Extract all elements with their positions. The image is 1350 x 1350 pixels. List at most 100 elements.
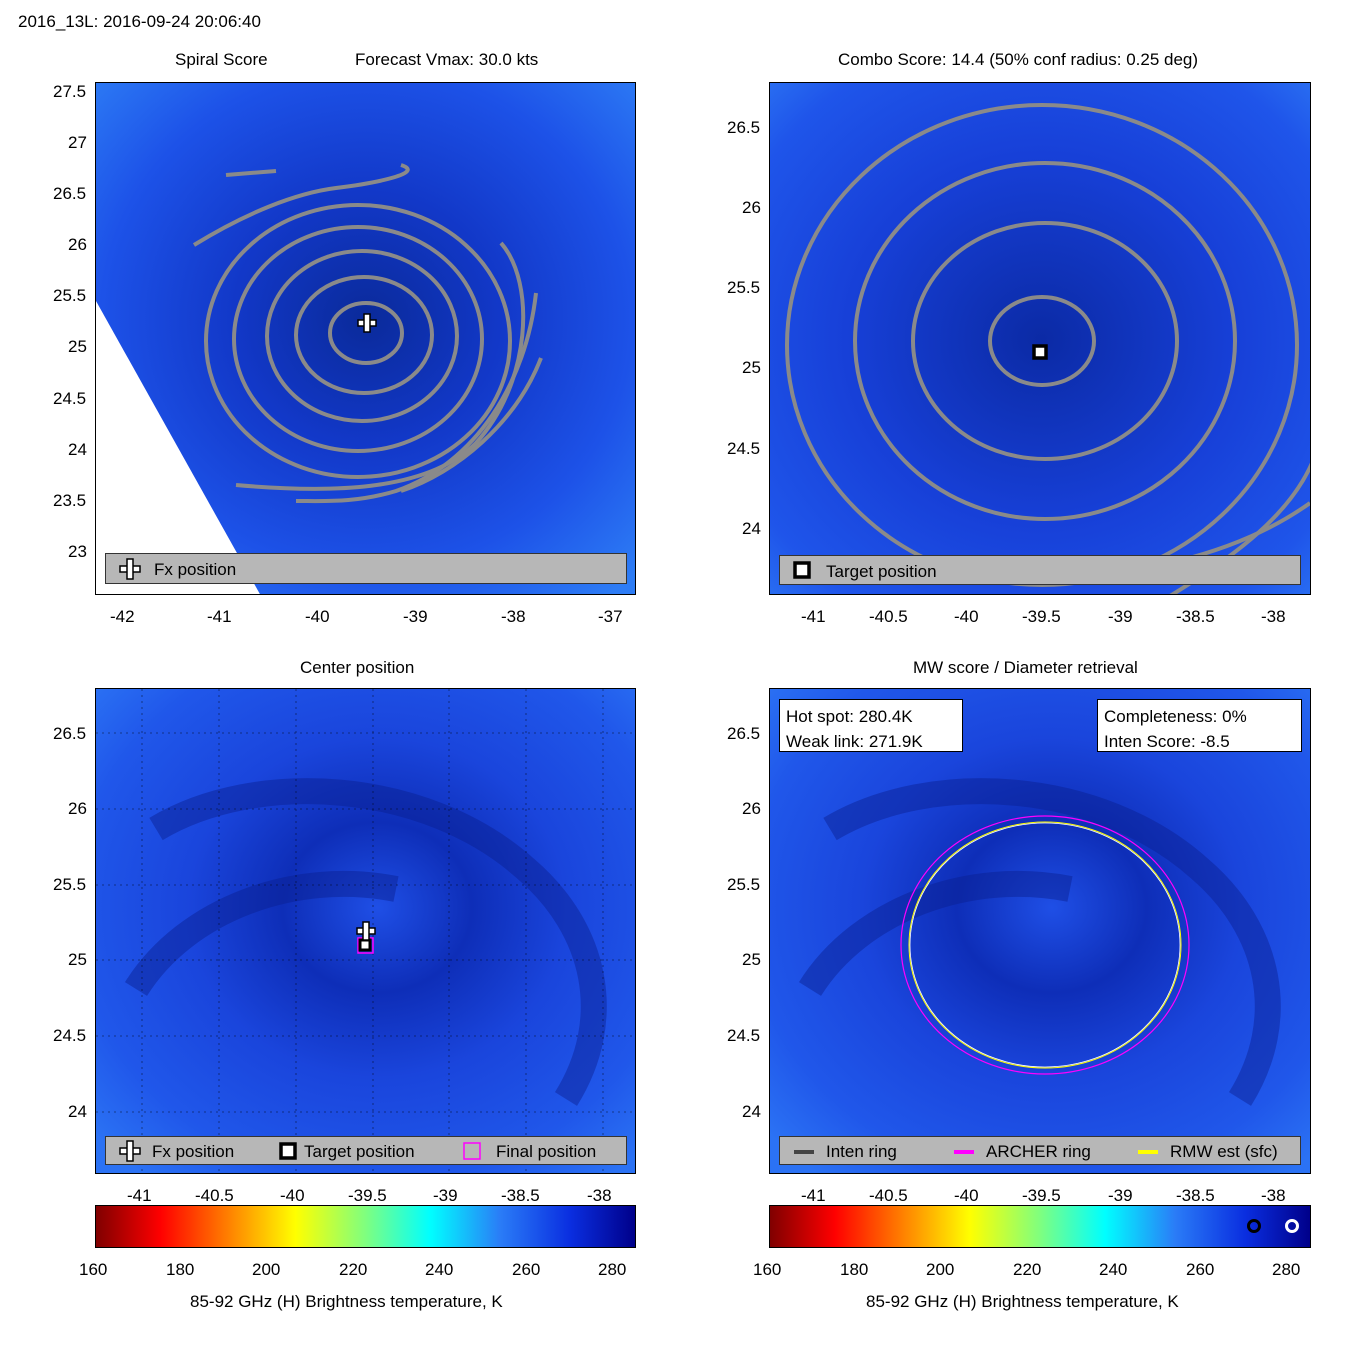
spiral-plot: Fx position [95, 82, 636, 595]
xtick: -38.5 [501, 1186, 540, 1205]
ytick: 24 [68, 1102, 87, 1121]
mw-legend: Inten ring ARCHER ring RMW est (sfc) [779, 1136, 1301, 1165]
xtick: -39.5 [348, 1186, 387, 1205]
ytick: 24.5 [727, 1026, 761, 1045]
hot-spot-text: Hot spot: 280.4K [786, 707, 913, 726]
cbar-tick: 240 [1099, 1260, 1128, 1279]
ytick: 24 [68, 440, 87, 459]
center-grid [96, 689, 635, 1173]
ytick: 26.5 [727, 118, 761, 137]
ytick: 26 [742, 799, 761, 818]
weak-link-text: Weak link: 271.9K [786, 732, 923, 751]
xtick: -41 [127, 1186, 152, 1205]
xtick: -40 [280, 1186, 305, 1205]
legend-fx-label: Fx position [154, 560, 237, 579]
xtick: -40.5 [195, 1186, 234, 1205]
cbar-tick: 200 [252, 1260, 281, 1279]
xtick: -39 [1108, 607, 1133, 626]
spiral-title-left: Spiral Score [175, 50, 268, 69]
xtick: -39 [1108, 1186, 1133, 1205]
legend-rmw-label: RMW est (sfc) [1170, 1142, 1278, 1161]
legend-fx-label: Fx position [152, 1142, 235, 1161]
center-title: Center position [300, 658, 415, 677]
ytick: 26 [68, 235, 87, 254]
cbar-tick: 260 [512, 1260, 541, 1279]
fx-legend-icon [119, 1140, 141, 1162]
colorbar-left [95, 1205, 636, 1248]
ytick: 24.5 [53, 389, 87, 408]
mw-info-right: Completeness: 0% Inten Score: -8.5 [1097, 699, 1302, 752]
target-position-marker [358, 938, 372, 952]
legend-target-label: Target position [826, 562, 937, 581]
ytick: 23 [68, 542, 87, 561]
cbar-tick: 180 [840, 1260, 869, 1279]
cbar-tick: 280 [1272, 1260, 1301, 1279]
xtick: -41 [801, 607, 826, 626]
legend-inten-label: Inten ring [826, 1142, 897, 1161]
fx-position-marker [356, 921, 376, 941]
xtick: -39.5 [1022, 607, 1061, 626]
archer-ring-legend-icon [954, 1150, 974, 1154]
inten-ring-legend-icon [794, 1150, 814, 1154]
cbar-tick: 220 [339, 1260, 368, 1279]
archer-ring [900, 815, 1190, 1075]
figure-title: 2016_13L: 2016-09-24 20:06:40 [18, 12, 261, 31]
mw-info-left: Hot spot: 280.4K Weak link: 271.9K [779, 699, 963, 752]
cbar-tick: 240 [425, 1260, 454, 1279]
ytick: 23.5 [53, 491, 87, 510]
target-legend-icon [793, 561, 811, 579]
center-legend: Fx position Target position Final positi… [105, 1136, 627, 1165]
ytick: 24.5 [727, 439, 761, 458]
legend-archer-label: ARCHER ring [986, 1142, 1091, 1161]
xtick: -38 [1261, 607, 1286, 626]
ytick: 27.5 [53, 82, 87, 101]
cbar-tick: 160 [79, 1260, 108, 1279]
xtick: -38.5 [1176, 607, 1215, 626]
rmw-ring-inner [909, 822, 1181, 1068]
rmw-legend-icon [1138, 1150, 1158, 1154]
xtick: -39 [433, 1186, 458, 1205]
target-legend-icon [279, 1142, 297, 1160]
ytick: 27 [68, 133, 87, 152]
xtick: -38 [587, 1186, 612, 1205]
cbar-tick: 280 [598, 1260, 627, 1279]
legend-target-label: Target position [304, 1142, 415, 1161]
xtick: -38 [1261, 1186, 1286, 1205]
legend-final-label: Final position [496, 1142, 597, 1161]
cbar-tick: 220 [1013, 1260, 1042, 1279]
colorbar-label: 85-92 GHz (H) Brightness temperature, K [866, 1292, 1179, 1311]
xtick: -40 [954, 607, 979, 626]
cbar-tick: 180 [166, 1260, 195, 1279]
weak-link-marker [1247, 1219, 1261, 1233]
xtick: -38.5 [1176, 1186, 1215, 1205]
cbar-tick: 200 [926, 1260, 955, 1279]
final-legend-icon [463, 1142, 481, 1160]
xtick: -41 [207, 607, 232, 626]
colorbar-right [769, 1205, 1311, 1248]
ytick: 25 [742, 358, 761, 377]
ytick: 24 [742, 519, 761, 538]
ytick: 25.5 [53, 875, 87, 894]
mw-title: MW score / Diameter retrieval [913, 658, 1138, 677]
combo-title: Combo Score: 14.4 (50% conf radius: 0.25… [838, 50, 1199, 69]
fx-position-marker [357, 313, 377, 333]
spiral-title-right: Forecast Vmax: 30.0 kts [355, 50, 539, 69]
xtick: -37 [598, 607, 623, 626]
xtick: -40.5 [869, 607, 908, 626]
rmw-ring [908, 821, 1182, 1069]
ytick: 26.5 [53, 184, 87, 203]
combo-legend: Target position [779, 555, 1301, 585]
ytick: 26.5 [727, 724, 761, 743]
ytick: 25.5 [53, 286, 87, 305]
completeness-text: Completeness: 0% [1104, 707, 1247, 726]
spiral-legend: Fx position [105, 553, 627, 584]
target-position-marker [1032, 344, 1048, 360]
xtick: -41 [801, 1186, 826, 1205]
cbar-tick: 260 [1186, 1260, 1215, 1279]
colorbar-label: 85-92 GHz (H) Brightness temperature, K [190, 1292, 503, 1311]
spiral-contours [192, 163, 543, 504]
ytick: 25 [742, 950, 761, 969]
xtick: -38 [501, 607, 526, 626]
xtick: -42 [110, 607, 135, 626]
ytick: 25 [68, 337, 87, 356]
